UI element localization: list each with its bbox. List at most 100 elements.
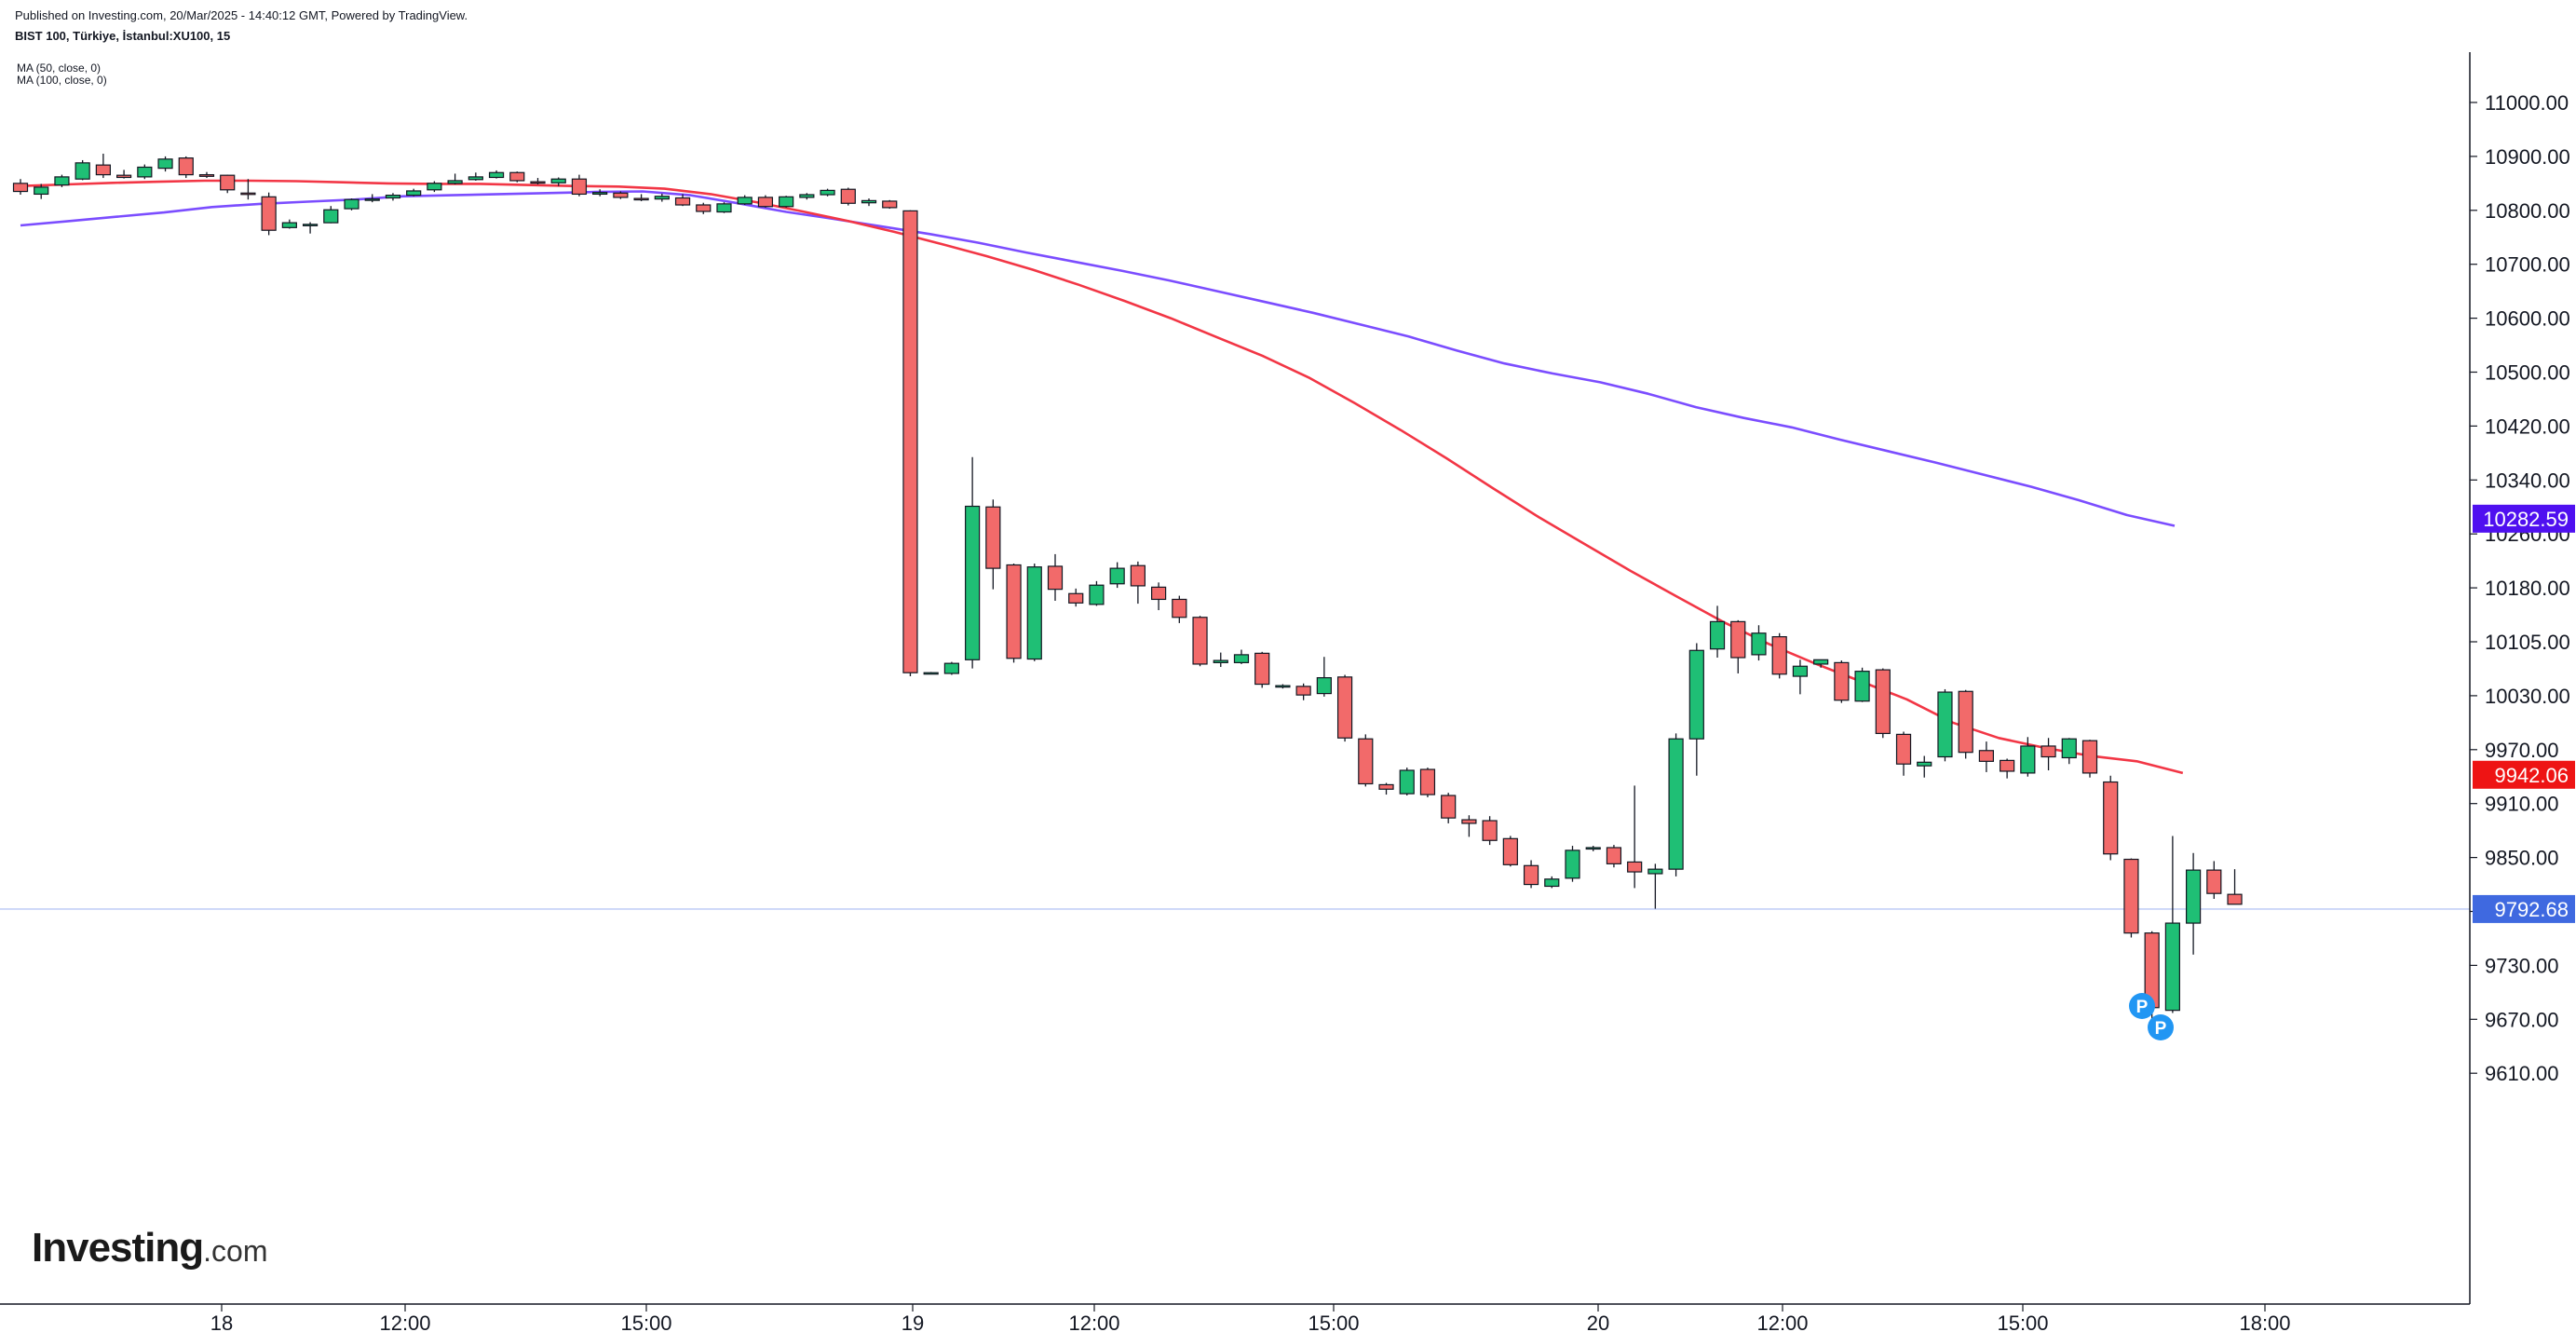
ma50-series: [20, 179, 2184, 775]
candle-body-down: [2103, 781, 2119, 855]
candle-body-up: [385, 194, 401, 199]
last-price-tag: 9792.68: [2473, 894, 2575, 923]
candle-body-down: [1295, 686, 1311, 696]
candle: [344, 198, 359, 211]
ma100-legend: MA (100, close, 0): [17, 74, 107, 87]
candle: [1441, 793, 1457, 823]
candle: [779, 196, 794, 208]
candle: [820, 188, 835, 197]
candle: [799, 193, 815, 200]
candle: [1006, 564, 1022, 663]
candle: [1565, 846, 1580, 882]
candle: [1026, 564, 1042, 661]
candle-body-down: [261, 196, 277, 231]
candle-body-down: [115, 174, 132, 179]
y-tick-label: 10030.00: [2485, 685, 2570, 708]
candle: [261, 192, 277, 236]
ma50-price-tag-label: 9942.06: [2494, 764, 2569, 787]
candle-body-down: [1441, 795, 1457, 819]
candle-body-up: [364, 198, 380, 201]
candle-body-down: [840, 188, 856, 204]
candle-body-down: [1482, 820, 1498, 841]
candle-body-down: [1875, 669, 1891, 735]
candle-body-down: [1006, 564, 1022, 659]
candle: [2227, 869, 2243, 905]
candle-body-up: [1089, 584, 1105, 605]
candle-body-down: [220, 174, 236, 191]
candle-body-down: [178, 157, 194, 176]
y-axis[interactable]: 11000.00 10900.00 10800.00 10700.00 10600.00…: [2469, 52, 2570, 1304]
y-tick-label: 11000.00: [2485, 91, 2569, 115]
ma100-series: [20, 190, 2176, 527]
candle: [12, 179, 29, 196]
candle: [1709, 605, 1726, 658]
candle: [1958, 689, 1973, 759]
x-tick-label: 18: [210, 1312, 233, 1332]
last-price-tag-label: 9792.68: [2494, 898, 2569, 921]
candle: [985, 499, 1001, 590]
logo-brand: Investing: [32, 1225, 204, 1271]
x-axis[interactable]: 18 12:00 15:00 19 12:00 15:00 20 12:00 15:00 18:0…: [0, 1303, 2470, 1332]
candle-body-up: [1854, 671, 1870, 702]
candle-body-up: [1917, 761, 1932, 767]
candle-body-up: [1275, 685, 1291, 688]
candle-body-up: [1688, 649, 1704, 740]
candle: [1233, 649, 1250, 664]
candle: [1813, 659, 1829, 668]
candle-body-down: [1771, 635, 1787, 675]
candle: [1089, 580, 1105, 606]
candle: [1172, 595, 1187, 623]
y-tick-label: 10105.00: [2485, 631, 2570, 654]
y-tick-label: 10420.00: [2485, 415, 2570, 438]
candle: [1688, 643, 1704, 776]
p-marker-label: P: [2136, 998, 2149, 1017]
candle: [861, 198, 877, 207]
candle-body-down: [509, 171, 525, 182]
candle-body-down: [902, 210, 918, 673]
candle: [2206, 861, 2222, 899]
candle: [965, 456, 981, 669]
x-tick-label: 15:00: [1308, 1312, 1359, 1332]
candle-body-down: [613, 192, 629, 198]
candle: [902, 210, 918, 677]
candle-body-down: [1068, 592, 1084, 604]
candle-body-down: [1627, 861, 1643, 873]
candle: [468, 172, 483, 181]
candle-body-up: [34, 186, 49, 196]
candle: [550, 177, 566, 186]
ma100-price-tag: 10282.59: [2473, 504, 2575, 533]
candle: [757, 195, 774, 208]
candle-body-down: [1895, 733, 1912, 765]
candle-body-up: [427, 183, 442, 191]
candle-body-down: [1834, 661, 1850, 701]
candle-body-up: [1709, 620, 1726, 650]
candle-series: [12, 154, 2243, 1028]
y-tick-label: 9910.00: [2485, 793, 2559, 816]
candle: [571, 174, 588, 197]
candle-body-up: [592, 192, 608, 196]
candle: [592, 189, 608, 197]
candle-body-up: [281, 222, 297, 228]
candle: [1336, 674, 1353, 742]
candle: [840, 187, 856, 206]
candle-body-up: [2020, 745, 2036, 774]
candle: [2020, 737, 2036, 777]
x-tick-label: 20: [1587, 1312, 1609, 1332]
candle-body-up: [344, 198, 359, 210]
candle-body-down: [633, 197, 649, 201]
candle: [1316, 657, 1332, 697]
y-tick-label: 10900.00: [2485, 145, 2570, 169]
p-marker: P: [2148, 1014, 2174, 1040]
candle-body-down: [2123, 858, 2139, 934]
candle: [1254, 651, 1270, 688]
candle-body-up: [965, 505, 981, 660]
candle-body-up: [54, 176, 70, 186]
candle-body-down: [2227, 893, 2243, 905]
candle: [1461, 815, 1477, 837]
candle-body-up: [943, 662, 960, 674]
candle-body-down: [2040, 745, 2056, 758]
y-tick-label: 9670.00: [2485, 1008, 2559, 1031]
candle: [198, 171, 215, 179]
candle-body-down: [696, 204, 712, 212]
